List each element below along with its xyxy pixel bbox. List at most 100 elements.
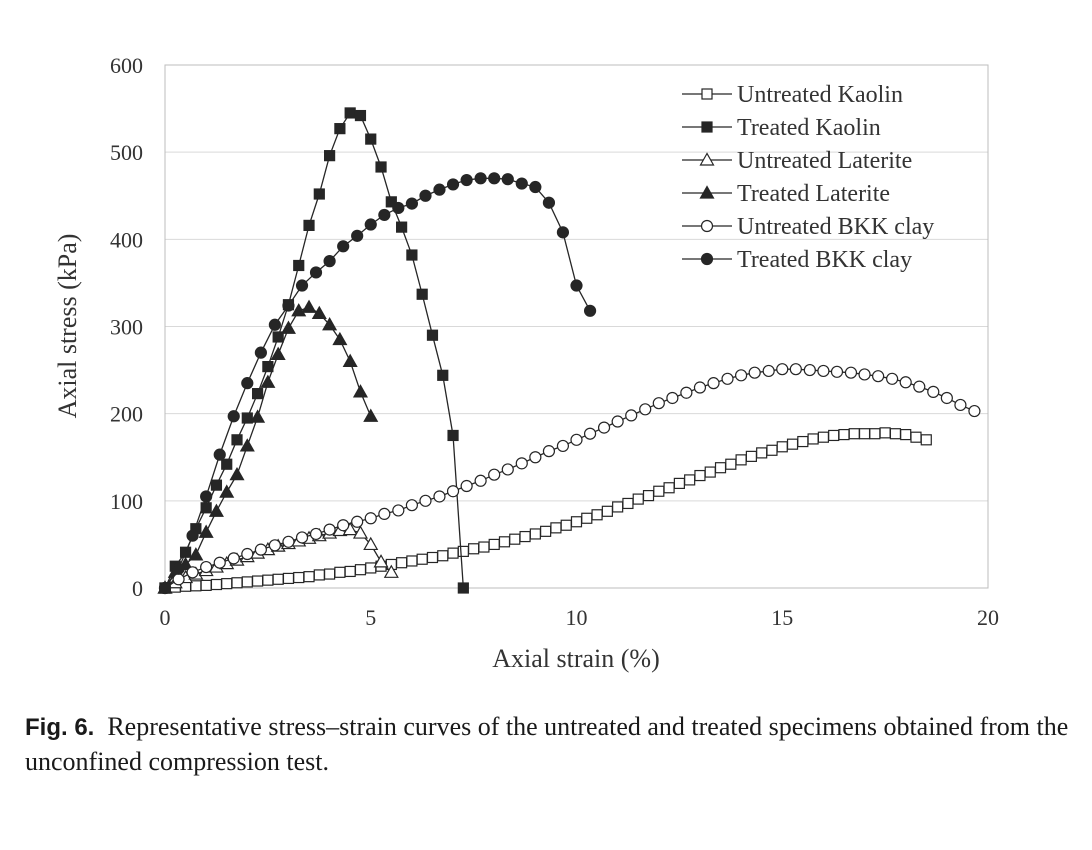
data-point-untreated-bkk-clay bbox=[748, 366, 761, 379]
data-point-untreated-kaolin bbox=[725, 458, 737, 470]
data-point-untreated-kaolin bbox=[334, 566, 346, 578]
x-tick-label: 10 bbox=[566, 605, 588, 630]
data-point-untreated-bkk-clay bbox=[529, 451, 542, 464]
data-point-untreated-bkk-clay bbox=[817, 364, 830, 378]
data-point-treated-kaolin bbox=[396, 221, 408, 233]
y-tick-label: 100 bbox=[110, 489, 143, 514]
y-tick-label: 600 bbox=[110, 53, 143, 78]
data-point-untreated-bkk-clay bbox=[721, 372, 734, 385]
data-point-treated-laterite bbox=[208, 503, 224, 517]
data-point-untreated-bkk-clay bbox=[776, 363, 789, 376]
data-point-untreated-kaolin bbox=[241, 576, 253, 588]
data-point-untreated-kaolin bbox=[694, 469, 706, 482]
data-point-untreated-kaolin bbox=[313, 569, 325, 581]
data-point-treated-bkk-clay bbox=[529, 180, 542, 194]
data-point-untreated-bkk-clay bbox=[405, 499, 418, 512]
data-point-treated-kaolin bbox=[272, 331, 284, 343]
data-point-untreated-bkk-clay bbox=[803, 363, 816, 377]
data-point-treated-kaolin bbox=[210, 479, 223, 491]
data-point-treated-kaolin bbox=[385, 196, 397, 208]
data-point-untreated-kaolin bbox=[591, 509, 603, 521]
y-axis-ticks: 0 100 200 300 400 500 600 bbox=[110, 53, 143, 601]
data-point-untreated-bkk-clay bbox=[337, 519, 350, 532]
x-axis-ticks: 0 5 10 15 20 bbox=[160, 605, 1000, 630]
data-point-treated-laterite bbox=[219, 484, 235, 498]
data-point-untreated-kaolin bbox=[879, 427, 891, 439]
data-point-untreated-bkk-clay bbox=[309, 527, 323, 541]
data-point-treated-bkk-clay bbox=[378, 208, 391, 222]
data-point-untreated-bkk-clay bbox=[872, 370, 885, 383]
series-treated-bkk-clay bbox=[158, 172, 597, 595]
data-point-treated-kaolin bbox=[406, 249, 418, 261]
data-point-untreated-kaolin bbox=[200, 579, 212, 591]
data-point-treated-laterite bbox=[301, 299, 317, 313]
data-point-treated-bkk-clay bbox=[172, 562, 185, 575]
data-point-untreated-kaolin bbox=[817, 431, 830, 443]
data-point-untreated-kaolin bbox=[869, 428, 881, 440]
data-point-untreated-bkk-clay bbox=[556, 439, 570, 453]
data-point-untreated-bkk-clay bbox=[186, 566, 199, 579]
data-point-untreated-kaolin bbox=[848, 428, 860, 440]
data-point-untreated-kaolin bbox=[406, 555, 418, 567]
data-point-untreated-kaolin bbox=[735, 454, 747, 466]
data-point-treated-kaolin bbox=[457, 582, 469, 594]
data-point-untreated-bkk-clay bbox=[323, 523, 336, 536]
data-point-untreated-bkk-clay bbox=[488, 468, 501, 481]
data-point-untreated-kaolin bbox=[900, 428, 912, 441]
series-group bbox=[157, 107, 981, 595]
data-point-untreated-kaolin bbox=[282, 572, 295, 585]
legend-label: Untreated Laterite bbox=[737, 148, 912, 174]
data-point-untreated-kaolin bbox=[354, 564, 367, 576]
legend: Untreated Kaolin Treated Kaolin Untreated … bbox=[682, 82, 934, 273]
data-point-treated-kaolin bbox=[293, 259, 305, 272]
x-tick-label: 5 bbox=[365, 605, 376, 630]
data-point-treated-kaolin bbox=[334, 123, 346, 135]
data-point-untreated-laterite bbox=[363, 536, 379, 551]
data-point-untreated-bkk-clay bbox=[940, 391, 953, 405]
data-point-treated-kaolin bbox=[303, 219, 315, 231]
y-tick-label: 200 bbox=[110, 402, 143, 427]
data-point-untreated-kaolin bbox=[673, 477, 685, 489]
data-point-untreated-bkk-clay bbox=[419, 494, 432, 507]
data-point-untreated-kaolin bbox=[251, 575, 264, 587]
data-point-untreated-bkk-clay bbox=[392, 504, 405, 517]
data-point-untreated-kaolin bbox=[632, 493, 644, 505]
data-point-untreated-bkk-clay bbox=[968, 404, 981, 418]
data-point-untreated-kaolin bbox=[786, 438, 799, 450]
data-point-untreated-bkk-clay bbox=[542, 445, 556, 458]
data-point-treated-bkk-clay bbox=[241, 377, 254, 390]
data-point-untreated-bkk-clay bbox=[927, 385, 940, 398]
data-point-treated-bkk-clay bbox=[556, 226, 570, 239]
data-point-treated-bkk-clay bbox=[460, 173, 473, 187]
legend-item-treated-laterite: Treated Laterite bbox=[682, 181, 890, 207]
x-tick-label: 0 bbox=[160, 605, 171, 630]
data-point-treated-bkk-clay bbox=[392, 201, 405, 215]
data-point-treated-kaolin bbox=[262, 360, 274, 373]
series-untreated-kaolin bbox=[159, 427, 932, 594]
data-point-treated-laterite bbox=[229, 466, 245, 481]
data-point-untreated-kaolin bbox=[622, 497, 634, 510]
data-point-untreated-kaolin bbox=[519, 530, 531, 543]
data-point-treated-laterite bbox=[250, 409, 266, 423]
data-point-untreated-kaolin bbox=[807, 433, 819, 445]
data-point-untreated-kaolin bbox=[509, 533, 521, 545]
data-point-untreated-kaolin bbox=[210, 578, 223, 591]
data-point-untreated-bkk-clay bbox=[734, 369, 748, 382]
data-point-treated-bkk-clay bbox=[337, 240, 350, 253]
data-point-treated-kaolin bbox=[447, 429, 459, 442]
figure-number: Fig. 6. bbox=[25, 714, 95, 741]
data-point-treated-bkk-clay bbox=[446, 178, 460, 191]
data-point-untreated-bkk-clay bbox=[625, 409, 638, 422]
data-point-untreated-bkk-clay bbox=[295, 531, 309, 544]
data-point-untreated-bkk-clay bbox=[227, 552, 240, 565]
data-point-treated-laterite bbox=[363, 408, 379, 422]
legend-item-treated-bkk-clay: Treated BKK clay bbox=[682, 247, 912, 273]
data-point-untreated-kaolin bbox=[704, 466, 716, 478]
data-point-untreated-kaolin bbox=[776, 441, 788, 453]
data-point-untreated-bkk-clay bbox=[378, 507, 391, 521]
data-point-untreated-kaolin bbox=[550, 522, 562, 534]
data-point-untreated-kaolin bbox=[262, 574, 274, 586]
data-point-untreated-kaolin bbox=[797, 435, 809, 448]
data-point-untreated-bkk-clay bbox=[652, 397, 665, 410]
series-treated-laterite bbox=[157, 299, 379, 594]
